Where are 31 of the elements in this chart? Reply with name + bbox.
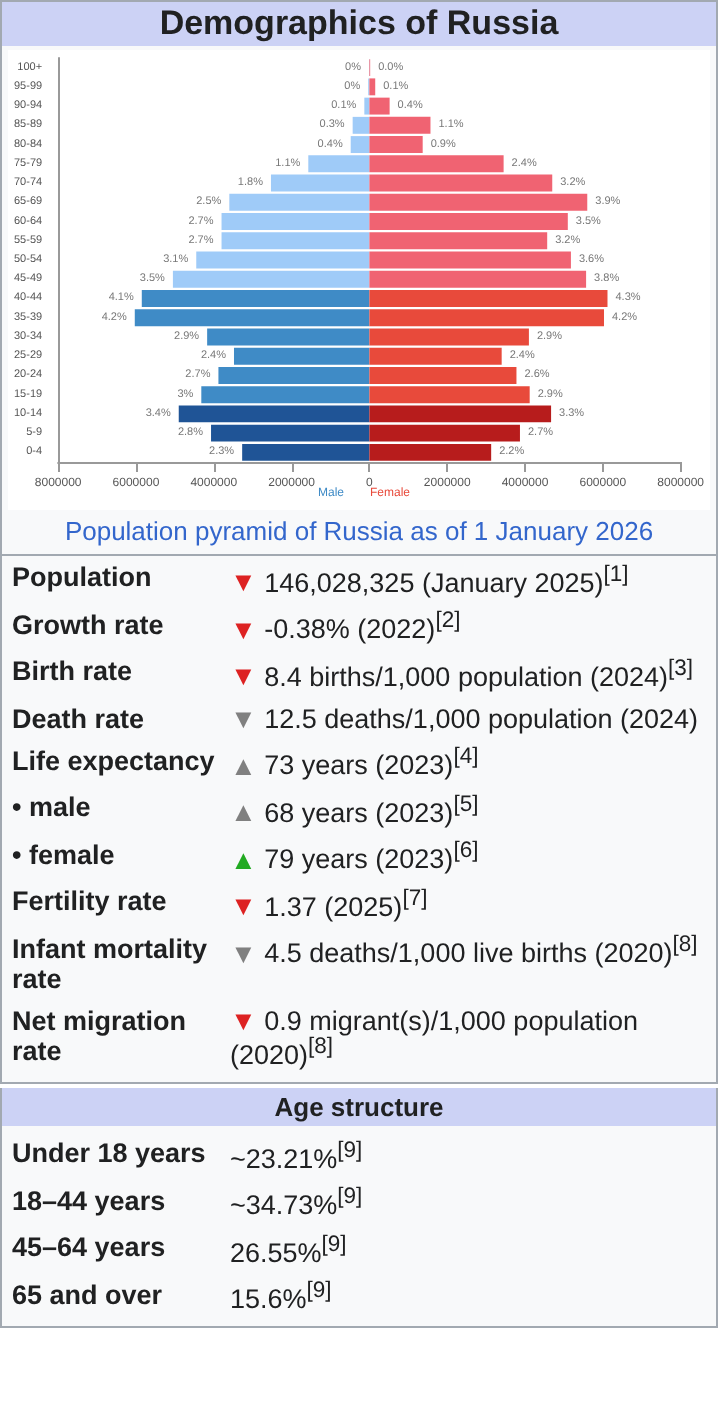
text: Growth rate	[10, 607, 166, 643]
text: ▼ -0.38% (2022)$^{[2]}$	[230, 609, 461, 644]
text: Age structure	[2, 1088, 716, 1126]
text: 15.6%$^{[9]}$	[230, 1279, 332, 1314]
text: ▼ 8.4 births/1,000 population (2024)$^{[3]}$	[230, 656, 694, 691]
text: • female	[10, 837, 117, 873]
text: Life expectancy	[10, 743, 217, 780]
chart-title: Demographics of Russia	[2, 2, 716, 46]
text: Death rate	[10, 701, 147, 737]
text: 65 and over	[10, 1277, 165, 1313]
text: Fertility rate	[10, 884, 169, 920]
text: 18–44 years	[10, 1183, 168, 1220]
text: ▼ 4.5 deaths/1,000 live births (2020)$^{[8]}$	[230, 933, 698, 968]
text: ▲ 73 years (2023)$^{[4]}$	[230, 745, 479, 780]
text: 45–64 years	[10, 1230, 168, 1266]
text: Infant mortality rate	[10, 931, 210, 997]
text: Under 18 years	[10, 1136, 208, 1172]
text: ~23.21%$^{[9]}$	[230, 1138, 363, 1173]
text: Population	[10, 560, 154, 596]
text: Net migration rate	[10, 1003, 189, 1069]
text: ▼ 0.9 migrant(s)/1,000 population (2020)$^{[8]}$	[230, 1005, 638, 1070]
text: • male	[10, 790, 93, 826]
text: Birth rate	[10, 654, 135, 690]
text: ▲ 68 years (2023)$^{[5]}$	[230, 792, 479, 827]
text: ▲ 79 years (2023)$^{[6]}$	[230, 839, 479, 874]
text: Population pyramid of Russia as of 1 January 2026	[64, 516, 654, 546]
text: ~34.73%$^{[9]}$	[230, 1185, 363, 1220]
text: ▼ 146,028,325 (January 2025)$^{[1]}$	[230, 562, 629, 597]
text: 26.55%$^{[9]}$	[230, 1232, 347, 1267]
text: ▼ 12.5 deaths/1,000 population (2024)	[230, 703, 699, 733]
text: ▼ 1.37 (2025)$^{[7]}$	[230, 886, 428, 921]
